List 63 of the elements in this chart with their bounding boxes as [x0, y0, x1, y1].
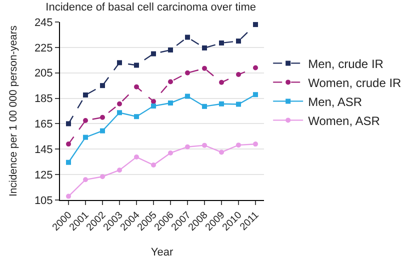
point	[168, 47, 173, 52]
point	[117, 101, 122, 106]
point	[168, 100, 173, 106]
y-tick-label: 205	[34, 68, 53, 80]
x-axis-title: Year	[150, 246, 174, 259]
point	[185, 144, 190, 150]
legend-label: Women, crude IR	[308, 76, 402, 90]
y-tick-label: 105	[34, 194, 53, 207]
point	[83, 177, 88, 182]
point	[83, 118, 88, 124]
point	[66, 194, 71, 199]
legend-label: Women, ASR	[308, 114, 380, 128]
point	[253, 65, 258, 70]
legend-label: Men, ASR	[308, 94, 362, 109]
point	[66, 142, 71, 147]
point	[185, 70, 190, 76]
point	[100, 174, 105, 180]
point	[202, 104, 207, 109]
y-tick-label: 245	[34, 16, 53, 29]
point	[202, 66, 207, 71]
point	[66, 160, 71, 165]
point	[83, 134, 88, 140]
point	[236, 72, 241, 78]
point	[253, 142, 258, 147]
point	[202, 45, 207, 50]
point	[219, 40, 224, 46]
point	[134, 154, 139, 160]
point	[202, 142, 207, 148]
y-tick-label: 125	[34, 169, 53, 182]
point	[151, 104, 156, 109]
y-tick-label: 145	[34, 144, 53, 156]
point	[117, 110, 122, 116]
point	[236, 142, 241, 148]
point	[100, 83, 105, 88]
point	[100, 114, 105, 120]
point	[117, 60, 122, 66]
y-axis-title: Incidence per 1 00 000 person-years	[7, 25, 20, 197]
point	[168, 79, 173, 84]
point	[219, 101, 224, 106]
point	[151, 51, 156, 56]
point	[253, 22, 258, 28]
point	[100, 128, 105, 134]
point	[83, 92, 88, 98]
point	[219, 150, 224, 155]
y-tick-label: 165	[34, 118, 53, 131]
point	[117, 168, 122, 173]
point	[151, 98, 156, 104]
point	[236, 38, 241, 44]
point	[185, 34, 190, 40]
y-tick-label: 225	[34, 42, 53, 54]
point	[219, 80, 224, 85]
point	[66, 121, 71, 126]
point	[151, 162, 156, 168]
point	[134, 62, 139, 68]
y-tick-label: 185	[34, 93, 53, 106]
point	[253, 92, 258, 98]
chart-title: Incidence of basal cell carcinoma over time	[46, 1, 256, 14]
legend-label: Men, crude IR	[308, 56, 384, 71]
point	[134, 84, 139, 90]
point	[185, 94, 190, 99]
point	[236, 102, 241, 107]
point	[168, 150, 173, 156]
point	[134, 114, 139, 120]
